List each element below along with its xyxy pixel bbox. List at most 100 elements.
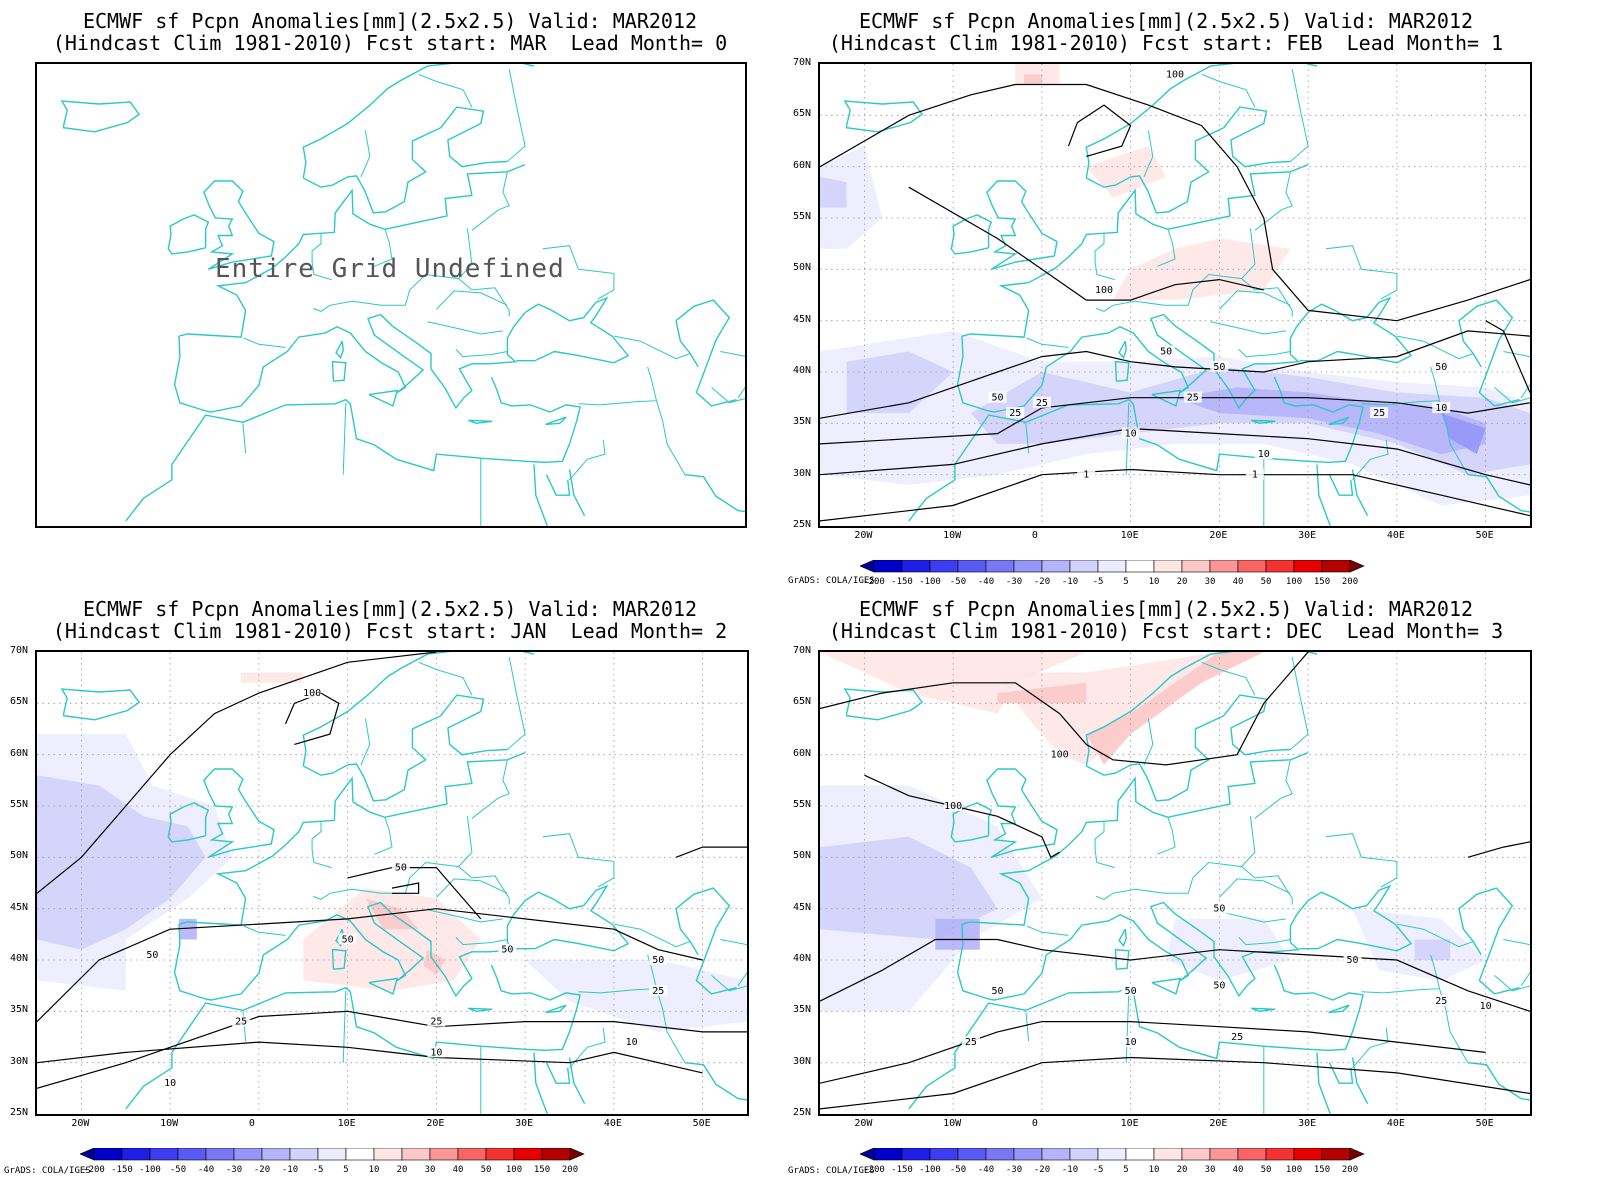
colorbar-swatch xyxy=(1265,1147,1295,1161)
lon-tick-label: 20W xyxy=(71,1118,90,1129)
colorbar-swatch xyxy=(1321,1147,1351,1161)
contour-label-bg xyxy=(649,954,668,965)
contour-label: 10 xyxy=(430,1047,442,1058)
colorbar-swatch xyxy=(1293,559,1323,573)
lon-tick-label: 20E xyxy=(1209,1118,1228,1129)
colorbar-svg: -200 -150 -100 -50 -40 -30 -20 -10 -5 5 10 20 30 40 50… xyxy=(859,1147,1365,1175)
colorbar-label: -100 xyxy=(919,577,941,587)
colorbar-label: 100 xyxy=(506,1165,522,1175)
colorbar-swatch xyxy=(901,559,931,573)
lon-tick-label: 20E xyxy=(426,1118,445,1129)
contour-label-bg xyxy=(1432,401,1451,413)
panel-lead-2: ECMWF sf Pcpn Anomalies[mm](2.5x2.5) Val… xyxy=(0,590,780,1200)
colorbar-label: 10 xyxy=(369,1165,380,1175)
colorbar-label: -20 xyxy=(1034,1165,1050,1175)
colorbar-label: -150 xyxy=(891,577,913,587)
lon-tick-label: 20W xyxy=(854,530,873,541)
contour-label-bg xyxy=(1121,1036,1140,1048)
panel-title-line1: ECMWF sf Pcpn Anomalies[mm](2.5x2.5) Val… xyxy=(858,9,1474,33)
contour-label-bg xyxy=(1077,468,1096,480)
contour-label: 50 xyxy=(1213,904,1225,915)
lon-tick-label: 10W xyxy=(160,1118,179,1129)
lat-tick-label: 65N xyxy=(10,696,29,708)
colorbar-swatch xyxy=(373,1147,403,1161)
lon-tick-label: 10E xyxy=(337,1118,356,1129)
lon-tick-label: 10W xyxy=(943,530,962,541)
colorbar-label: 150 xyxy=(534,1165,550,1175)
panel-title-line2: (Hindcast Clim 1981-2010) Fcst start: JA… xyxy=(52,619,728,643)
contour-label-bg xyxy=(1050,748,1069,760)
lat-tick-label: 70N xyxy=(10,645,29,656)
lat-tick-label: 40N xyxy=(793,365,812,376)
lon-tick-label: 0 xyxy=(248,1118,255,1129)
lat-tick-label: 30N xyxy=(10,1055,29,1067)
colorbar-swatch xyxy=(1041,1147,1071,1161)
contour-label: 100 xyxy=(1166,69,1184,80)
colorbar-label: 40 xyxy=(1233,577,1244,587)
colorbar-max-arrow xyxy=(1349,1147,1365,1161)
coastlines xyxy=(60,652,747,1114)
contour-label: 100 xyxy=(1051,750,1069,761)
contour-label-bg xyxy=(498,943,517,955)
colorbar-swatch xyxy=(1209,1147,1239,1161)
colorbar-label: 100 xyxy=(1286,577,1302,587)
contour-label-bg xyxy=(944,800,963,811)
panel-title-line2: (Hindcast Clim 1981-2010) Fcst start: DE… xyxy=(828,619,1504,643)
colorbar-swatch xyxy=(1097,559,1127,573)
colorbar-label: -40 xyxy=(978,1165,994,1175)
colorbar-label: 10 xyxy=(1149,577,1160,587)
contour-label: 50 xyxy=(991,986,1003,997)
colorbar-min-arrow xyxy=(859,559,875,573)
contour-label-bg xyxy=(1476,1000,1495,1012)
colorbar-label: -50 xyxy=(950,1165,966,1175)
contour-label-bg xyxy=(1228,1031,1247,1042)
lat-tick-label: 25N xyxy=(793,519,812,530)
contour-label-bg xyxy=(1157,345,1176,357)
contour-label: 10 xyxy=(164,1078,176,1089)
colorbar-swatch xyxy=(1153,559,1183,573)
lat-tick-label: 25N xyxy=(10,1107,29,1118)
colorbar-label: 40 xyxy=(1233,1165,1244,1175)
colorbar-label: 5 xyxy=(1123,577,1128,587)
lat-tick-label: 65N xyxy=(793,696,812,708)
colorbar-label: -30 xyxy=(1006,577,1022,587)
contour-label-bg xyxy=(391,861,410,873)
contour-label-bg xyxy=(1432,360,1451,372)
colorbar-label: -50 xyxy=(950,577,966,587)
colorbar-swatch xyxy=(957,1147,987,1161)
colorbar-label: -5 xyxy=(313,1165,324,1175)
colorbar-swatch xyxy=(121,1147,151,1161)
contour-label-bg xyxy=(1095,283,1113,295)
lon-tick-label: 40E xyxy=(603,1118,622,1129)
contour-label: 1 xyxy=(1252,470,1258,481)
contour-label: 50 xyxy=(342,934,354,945)
contour-label-bg xyxy=(1006,407,1025,419)
colorbar-label: -200 xyxy=(863,577,885,587)
colorbar-swatch xyxy=(1265,559,1295,573)
contour-label: 25 xyxy=(1373,408,1385,419)
colorbar-label: 20 xyxy=(397,1165,408,1175)
colorbar-label: 200 xyxy=(1342,1165,1358,1175)
panel-title-line1: ECMWF sf Pcpn Anomalies[mm](2.5x2.5) Val… xyxy=(858,597,1474,621)
contour-label: 50 xyxy=(146,950,158,961)
contour-label-bg xyxy=(1210,360,1229,372)
colorbar-label: -40 xyxy=(198,1165,214,1175)
anomaly-map: 100 100 50 50 50 50 50 25 25 25 10 10 xyxy=(820,652,1530,1114)
colorbar-label: -100 xyxy=(139,1165,161,1175)
colorbar-swatch xyxy=(873,559,903,573)
lat-tick-label: 45N xyxy=(10,901,29,913)
colorbar-label: 5 xyxy=(343,1165,348,1175)
contour-label-bg xyxy=(622,1036,641,1048)
lon-tick-label: 30E xyxy=(1298,1118,1317,1129)
lon-tick-label: 20E xyxy=(1209,530,1228,541)
contour-label-bg xyxy=(1166,68,1184,80)
colorbar-label: -50 xyxy=(170,1165,186,1175)
lat-tick-label: 40N xyxy=(10,953,29,964)
contours xyxy=(37,652,747,1089)
map-frame: Entire Grid Undefined xyxy=(35,62,747,528)
contour-label-bg xyxy=(649,984,668,996)
lon-tick-label: 30E xyxy=(1298,530,1317,541)
contour-label-bg xyxy=(1183,391,1202,403)
